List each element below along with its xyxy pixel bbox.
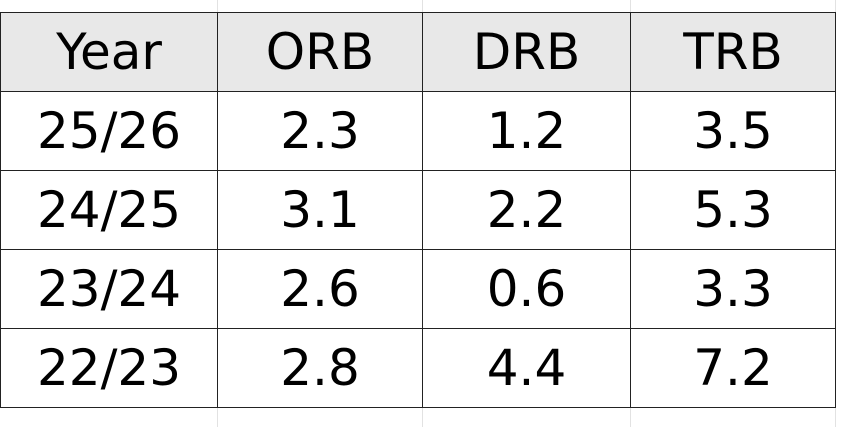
data-row: 23/24 2.6 0.6 3.3 xyxy=(0,249,836,329)
data-cell: 23/24 xyxy=(0,249,218,329)
header-cell: ORB xyxy=(217,12,423,92)
data-cell: 0.6 xyxy=(422,249,631,329)
header-cell: Year xyxy=(0,12,218,92)
header-cell: DRB xyxy=(422,12,631,92)
stats-table: Year ORB DRB TRB 25/26 2.3 1.2 3.5 24/25 3.1 2.2 5.… xyxy=(0,12,836,408)
data-cell: 3.1 xyxy=(217,170,423,250)
data-cell: 3.3 xyxy=(630,249,836,329)
data-cell: 2.8 xyxy=(217,328,423,408)
data-cell: 1.2 xyxy=(422,91,631,171)
data-row: 22/23 2.8 4.4 7.2 xyxy=(0,328,836,408)
data-cell: 25/26 xyxy=(0,91,218,171)
sheet-gridline xyxy=(835,0,836,427)
header-row: Year ORB DRB TRB xyxy=(0,12,836,92)
data-cell: 2.6 xyxy=(217,249,423,329)
header-cell: TRB xyxy=(630,12,836,92)
data-cell: 24/25 xyxy=(0,170,218,250)
data-row: 24/25 3.1 2.2 5.3 xyxy=(0,170,836,250)
data-cell: 2.2 xyxy=(422,170,631,250)
data-cell: 5.3 xyxy=(630,170,836,250)
data-cell: 22/23 xyxy=(0,328,218,408)
data-cell: 4.4 xyxy=(422,328,631,408)
data-cell: 3.5 xyxy=(630,91,836,171)
data-cell: 2.3 xyxy=(217,91,423,171)
data-row: 25/26 2.3 1.2 3.5 xyxy=(0,91,836,171)
data-cell: 7.2 xyxy=(630,328,836,408)
